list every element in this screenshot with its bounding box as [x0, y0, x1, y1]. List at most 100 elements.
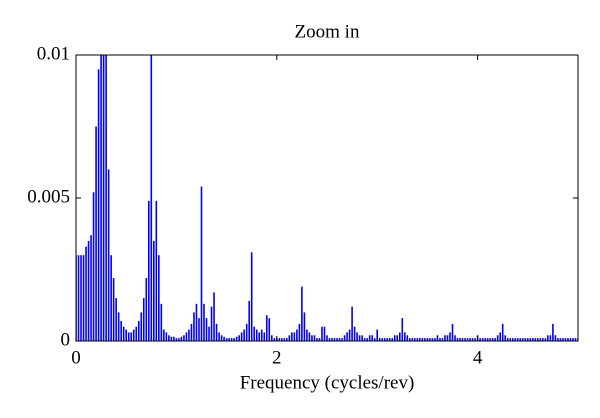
bar	[125, 329, 127, 341]
bar	[514, 338, 517, 341]
bar	[416, 338, 419, 341]
bar	[233, 338, 235, 341]
bar	[504, 335, 507, 341]
bar	[158, 255, 160, 341]
bar	[160, 303, 163, 341]
bar	[572, 338, 574, 341]
bar	[97, 69, 100, 341]
bar	[363, 338, 366, 341]
bar	[130, 332, 133, 341]
bar	[102, 55, 105, 341]
bar	[255, 329, 258, 341]
bar	[213, 292, 215, 341]
bar	[398, 332, 401, 341]
bar	[486, 338, 489, 341]
bar	[404, 332, 406, 341]
bar	[95, 126, 97, 341]
bar	[564, 338, 567, 341]
bar	[173, 336, 175, 341]
bar	[539, 338, 542, 341]
bar	[205, 318, 208, 341]
bar	[178, 338, 180, 341]
bar	[499, 332, 501, 341]
bar	[117, 312, 120, 341]
bar	[356, 332, 358, 341]
bar	[210, 306, 213, 341]
bar	[331, 338, 333, 341]
bar	[253, 326, 256, 341]
bar	[459, 338, 461, 341]
bars	[76, 55, 578, 341]
bar	[311, 335, 313, 341]
bar	[547, 335, 549, 341]
bar	[107, 169, 110, 341]
bar	[243, 329, 245, 341]
bar	[127, 332, 130, 341]
bar	[258, 332, 261, 341]
bar	[188, 329, 190, 341]
bar	[228, 338, 230, 341]
bar	[509, 338, 512, 341]
bar	[506, 338, 509, 341]
bar	[165, 332, 168, 341]
bar	[429, 338, 431, 341]
bar	[135, 326, 138, 341]
bar	[444, 335, 446, 341]
bar	[464, 338, 466, 341]
bar	[303, 312, 306, 341]
bar	[180, 336, 183, 341]
bar	[343, 335, 346, 341]
chart-title: Zoom in	[295, 21, 360, 42]
bar	[381, 338, 384, 341]
x-tick-label: 0	[71, 347, 81, 368]
y-tick-label: 0	[61, 329, 71, 350]
bar	[371, 335, 373, 341]
bar	[318, 338, 321, 341]
bar	[273, 338, 276, 341]
bar	[220, 335, 223, 341]
bar	[346, 332, 348, 341]
bar	[142, 298, 145, 341]
bar	[456, 338, 459, 341]
bar	[288, 335, 291, 341]
bar	[120, 320, 122, 341]
x-tick-label: 2	[272, 347, 282, 368]
bar	[471, 338, 474, 341]
bar	[168, 335, 170, 341]
bar	[323, 326, 326, 341]
bar	[373, 338, 376, 341]
bar	[351, 306, 353, 341]
x-tick-label: 4	[473, 347, 483, 368]
bar	[524, 338, 527, 341]
bar	[185, 332, 188, 341]
bar	[396, 335, 399, 341]
bar	[461, 338, 464, 341]
bar	[281, 338, 283, 341]
bar	[559, 338, 562, 341]
bar	[544, 338, 547, 341]
bar	[87, 240, 90, 341]
bar	[195, 303, 198, 341]
bar	[283, 338, 286, 341]
bar	[170, 336, 173, 341]
bar	[140, 312, 143, 341]
bar	[532, 338, 534, 341]
bar	[386, 338, 389, 341]
bar	[163, 329, 165, 341]
bar	[409, 338, 411, 341]
bar	[250, 252, 253, 341]
bar	[511, 338, 514, 341]
bar	[278, 338, 281, 341]
bar	[293, 332, 296, 341]
bar	[235, 336, 238, 341]
bar	[557, 338, 559, 341]
bar	[248, 300, 250, 341]
bar	[516, 338, 519, 341]
bar	[501, 323, 504, 341]
bar	[353, 326, 356, 341]
bar	[328, 338, 331, 341]
bar	[449, 332, 451, 341]
bar	[388, 338, 391, 341]
bar	[230, 338, 233, 341]
